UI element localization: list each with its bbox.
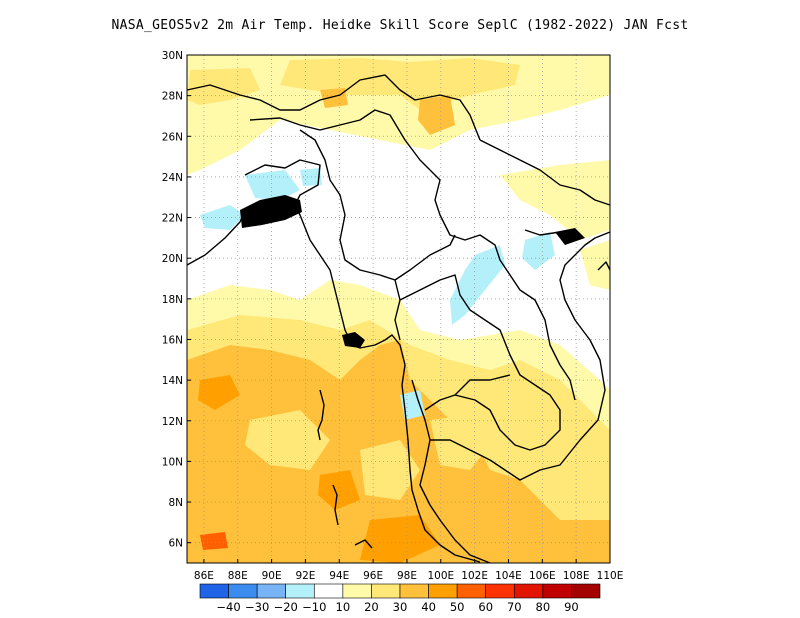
- lon-tick-label: 96E: [363, 570, 383, 582]
- colorbar-label: 30: [393, 600, 408, 614]
- colorbar: [199, 583, 601, 599]
- colorbar-label: 60: [478, 600, 493, 614]
- colorbar-swatch: [371, 583, 401, 599]
- lon-tick-label: 102E: [461, 570, 488, 582]
- colorbar-label: 40: [421, 600, 436, 614]
- lat-tick-label: 28N: [162, 91, 183, 103]
- lat-tick-label: 18N: [162, 294, 183, 306]
- lon-tick-label: 110E: [597, 570, 624, 582]
- colorbar-label: 80: [536, 600, 551, 614]
- lon-tick-label: 86E: [194, 570, 214, 582]
- colorbar-swatch: [428, 583, 458, 599]
- lon-tick-label: 98E: [397, 570, 417, 582]
- plot-frame: [186, 54, 611, 564]
- lat-tick-label: 14N: [162, 375, 183, 387]
- colorbar-label: −30: [245, 600, 269, 614]
- colorbar-labels: −40 −30 −20 −10 10 20 30 40 50 60 70 80 90: [216, 600, 578, 614]
- colorbar-swatch: [513, 583, 544, 599]
- lat-tick-label: 24N: [162, 172, 183, 184]
- lat-tick-label: 20N: [162, 253, 183, 265]
- lat-tick-label: 22N: [162, 213, 183, 225]
- colorbar-label: 20: [364, 600, 379, 614]
- colorbar-swatch: [199, 583, 229, 599]
- lat-tick-label: 16N: [162, 334, 183, 346]
- delta-coastlines: [240, 195, 585, 348]
- colorbar-swatch: [342, 583, 372, 599]
- colorbar-label: −40: [216, 600, 240, 614]
- colorbar-swatch: [228, 583, 258, 599]
- colorbar-swatch: [456, 583, 487, 599]
- colorbar-label: −20: [274, 600, 298, 614]
- lat-tick-label: 30N: [162, 50, 183, 62]
- colorbar-swatch: [542, 583, 572, 599]
- lon-tick-label: 90E: [262, 570, 282, 582]
- lat-tick-label: 12N: [162, 416, 183, 428]
- lon-tick-label: 94E: [329, 570, 349, 582]
- lon-tick-label: 104E: [495, 570, 522, 582]
- latitude-labels: 6N 8N 10N 12N 14N 16N 18N 20N 22N 24N 26N 28N 30N: [162, 50, 191, 550]
- lon-tick-label: 106E: [529, 570, 556, 582]
- colorbar-label: 90: [564, 600, 579, 614]
- lon-tick-label: 92E: [295, 570, 315, 582]
- colorbar-label: 70: [507, 600, 522, 614]
- lon-tick-label: 88E: [228, 570, 248, 582]
- colorbar-swatch: [399, 583, 429, 599]
- lat-tick-label: 6N: [168, 538, 183, 550]
- colorbar-label: −10: [302, 600, 326, 614]
- plot-title: NASA_GEOS5v2 2m Air Temp. Heidke Skill S…: [111, 18, 689, 33]
- colorbar-swatch: [256, 583, 287, 599]
- graticule: [187, 54, 611, 563]
- colorbar-swatch: [485, 583, 515, 599]
- lon-tick-label: 108E: [563, 570, 590, 582]
- lon-tick-label: 100E: [427, 570, 454, 582]
- colorbar-label: 50: [450, 600, 465, 614]
- colorbar-label: 10: [336, 600, 351, 614]
- colorbar-swatch: [313, 583, 344, 599]
- longitude-labels: 86E 88E 90E 92E 94E 96E 98E 100E 102E 104E 106E 108…: [194, 559, 623, 582]
- shaded-field: [187, 55, 610, 563]
- lat-tick-label: 26N: [162, 131, 183, 143]
- lat-tick-label: 8N: [168, 497, 183, 509]
- lat-tick-label: 10N: [162, 456, 183, 468]
- colorbar-swatch: [571, 583, 601, 599]
- colorbar-swatch: [285, 583, 315, 599]
